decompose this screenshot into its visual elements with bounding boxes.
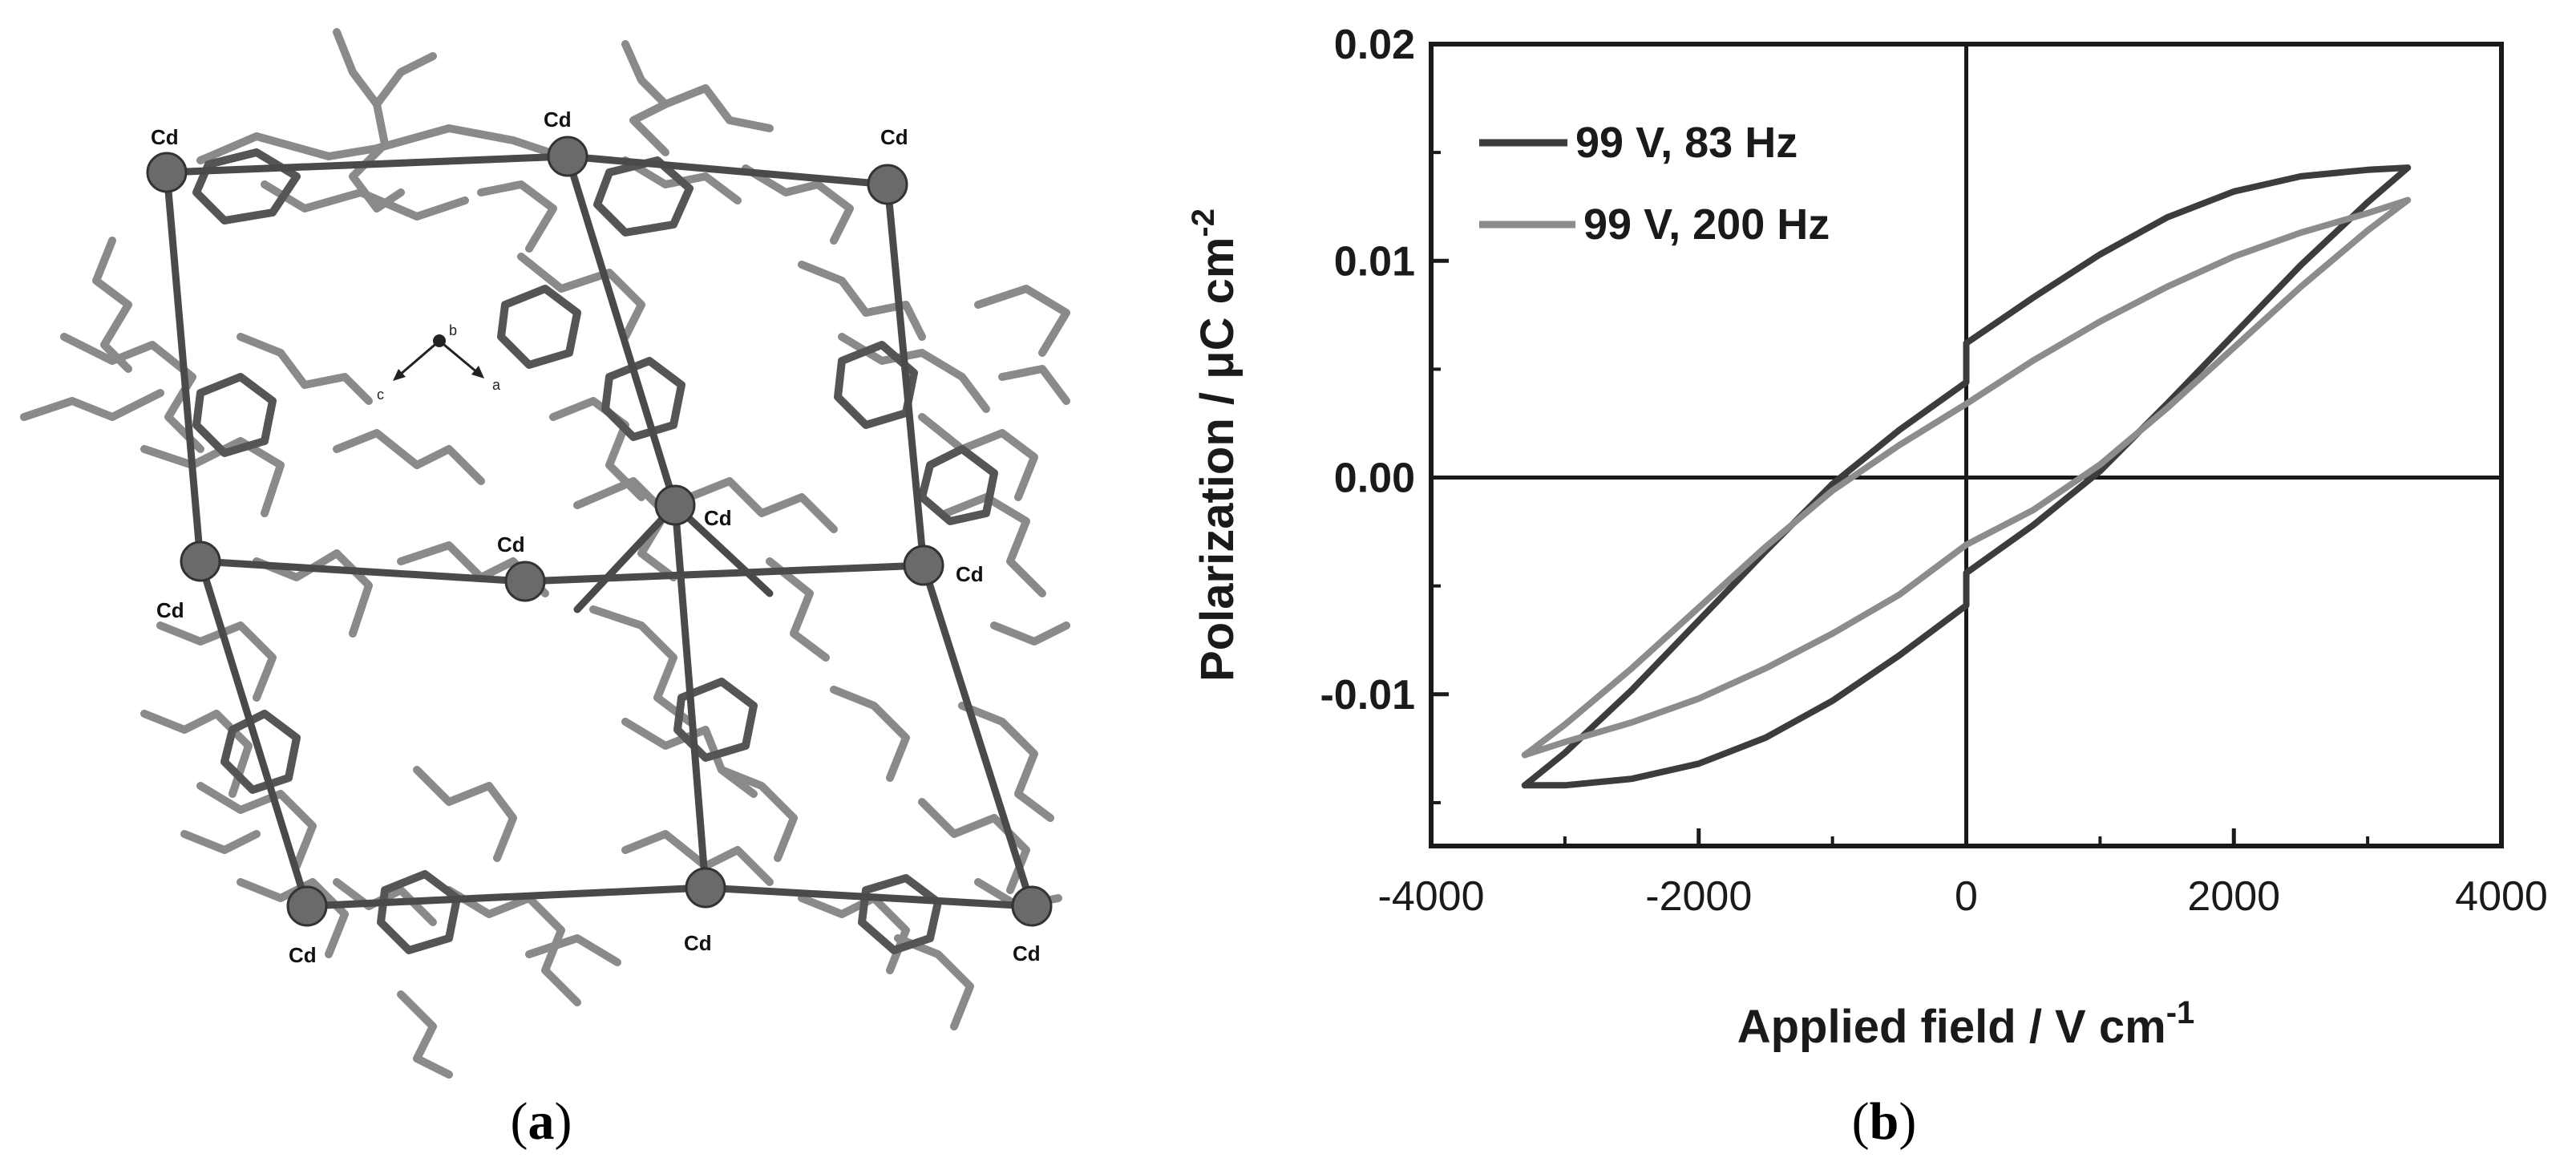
cd-label: Cd [289, 943, 317, 967]
cd-label: Cd [880, 125, 908, 149]
y-tick-label: 0.00 [1334, 455, 1415, 502]
axes-indicator: b c a [377, 322, 501, 403]
legend-label-83hz: 99 V, 83 Hz [1575, 119, 1798, 167]
cd-atoms [146, 136, 1053, 927]
axis-label-a: a [492, 377, 501, 393]
y-axis-title: Polarization / μC cm-2 [1186, 208, 1244, 682]
y-tick-label: -0.01 [1320, 672, 1415, 719]
axis-label-b: b [449, 322, 457, 338]
cd-atom [867, 164, 908, 205]
series-200hz-upper-branch [1521, 196, 2412, 759]
x-axis-title: Applied field / V cm-1 [1737, 995, 2195, 1053]
cd-atom [547, 136, 588, 177]
x-tick-label: 0 [1955, 873, 1978, 920]
crystal-structure-panel: Cd Cd Cd Cd Cd Cd Cd Cd Cd Cd b c a (a) [20, 28, 1070, 1151]
cd-label: Cd [956, 562, 984, 586]
cd-atom [903, 544, 944, 586]
cd-atom [180, 540, 221, 582]
cd-label: Cd [151, 125, 179, 149]
cd-labels: Cd Cd Cd Cd Cd Cd Cd Cd Cd Cd [151, 107, 1041, 967]
cd-label: Cd [497, 532, 525, 557]
y-tick-label: 0.01 [1334, 238, 1415, 285]
cd-label: Cd [544, 107, 572, 132]
cd-label: Cd [156, 598, 184, 622]
series-200hz-lower-branch [1521, 196, 2412, 759]
cd-label: Cd [1013, 941, 1041, 966]
legend: 99 V, 83 Hz 99 V, 200 Hz [1479, 119, 1830, 249]
axis-tick-labels: -4000 -2000 0 2000 4000 0.02 0.01 0.00 -0.01 [1320, 22, 2547, 920]
hysteresis-chart: -4000 -2000 0 2000 4000 0.02 0.01 0.00 -0.01 99 … [1186, 22, 2548, 1151]
legend-label-200hz: 99 V, 200 Hz [1583, 200, 1830, 249]
panel-a-caption: (a) [511, 1092, 572, 1151]
x-tick-label: 2000 [2187, 873, 2280, 920]
y-tick-label: 0.02 [1334, 22, 1415, 68]
cd-atom [1011, 885, 1053, 927]
series-83hz-upper-branch [1521, 164, 2412, 789]
ligand-sticks [20, 28, 1070, 1079]
x-tick-label: 4000 [2455, 873, 2548, 920]
cd-atom [654, 484, 696, 526]
cd-atom [146, 152, 188, 193]
series-curves [1521, 164, 2412, 789]
cd-label: Cd [684, 931, 712, 955]
axis-ticks [1429, 42, 2504, 846]
axis-label-c: c [377, 387, 384, 403]
framework-bonds [192, 148, 998, 954]
cd-label: Cd [704, 506, 732, 530]
x-tick-label: -2000 [1645, 873, 1752, 920]
panel-b-caption: (b) [1852, 1092, 1917, 1151]
cd-cd-links [163, 152, 1036, 910]
cd-atom [504, 561, 546, 602]
series-83hz-lower-branch [1521, 164, 2412, 789]
cd-atom [685, 867, 726, 909]
x-tick-label: -4000 [1378, 873, 1485, 920]
cd-atom [286, 885, 328, 927]
